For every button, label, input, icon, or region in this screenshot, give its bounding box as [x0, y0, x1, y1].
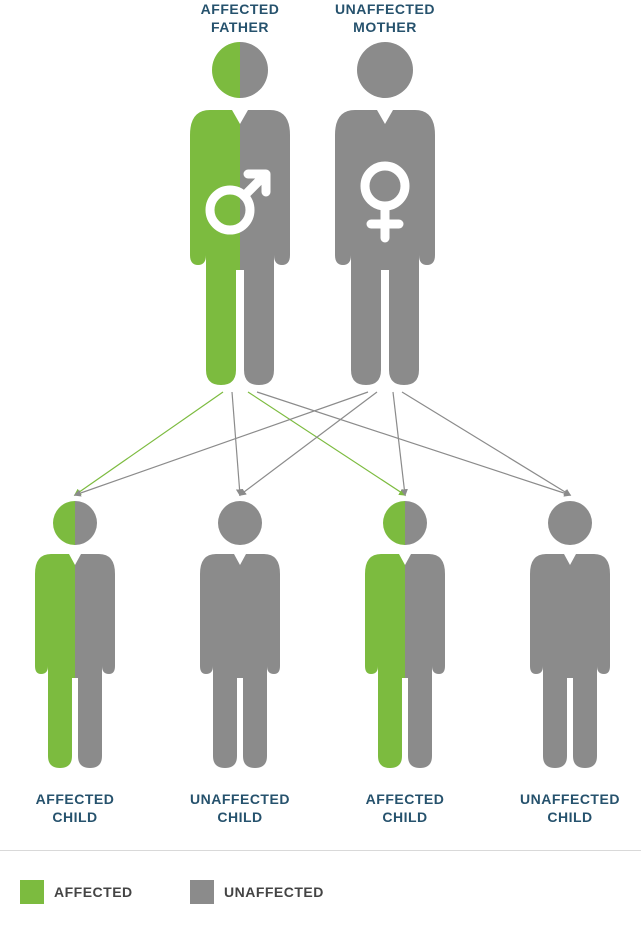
child-3-line1: AFFECTED — [366, 791, 445, 807]
child-figure-4 — [515, 500, 625, 770]
child-label-4: UNAFFECTED CHILD — [515, 790, 625, 826]
legend-swatch-affected — [20, 880, 44, 904]
inheritance-arrow — [232, 392, 240, 495]
inheritance-arrow — [240, 392, 377, 495]
child-4-line2: CHILD — [547, 809, 592, 825]
child-figure-2 — [185, 500, 295, 770]
child-2-line2: CHILD — [217, 809, 262, 825]
inheritance-arrow — [75, 392, 223, 495]
inheritance-arrow — [402, 392, 570, 495]
inheritance-arrow — [257, 392, 570, 495]
child-label-3: AFFECTED CHILD — [350, 790, 460, 826]
legend-divider — [0, 850, 641, 851]
child-3-line2: CHILD — [382, 809, 427, 825]
child-1-line1: AFFECTED — [36, 791, 115, 807]
child-1-line2: CHILD — [52, 809, 97, 825]
child-figure-3 — [350, 500, 460, 770]
child-label-1: AFFECTED CHILD — [20, 790, 130, 826]
child-4-line1: UNAFFECTED — [520, 791, 620, 807]
legend-text-affected: AFFECTED — [54, 884, 133, 900]
inheritance-arrow — [393, 392, 405, 495]
inheritance-arrow — [248, 392, 405, 495]
child-label-2: UNAFFECTED CHILD — [185, 790, 295, 826]
child-figure-1 — [20, 500, 130, 770]
child-2-line1: UNAFFECTED — [190, 791, 290, 807]
legend-swatch-unaffected — [190, 880, 214, 904]
legend-text-unaffected: UNAFFECTED — [224, 884, 324, 900]
inheritance-arrow — [75, 392, 368, 495]
